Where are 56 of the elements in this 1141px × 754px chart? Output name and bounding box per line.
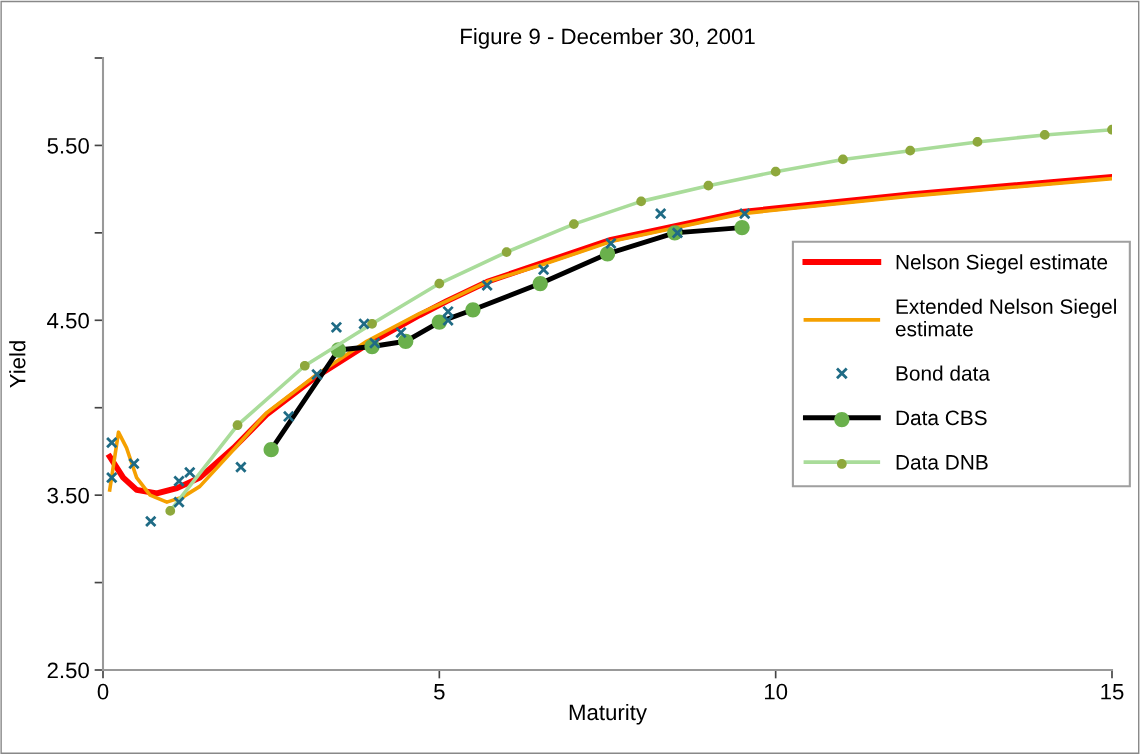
point <box>172 496 186 509</box>
point <box>972 137 983 147</box>
point <box>234 461 247 474</box>
point <box>263 442 279 458</box>
point <box>310 368 323 381</box>
point <box>368 336 381 350</box>
point <box>604 237 617 250</box>
point <box>165 506 176 516</box>
point <box>738 207 751 220</box>
point <box>144 515 157 528</box>
point <box>654 207 667 220</box>
legend-label: Extended Nelson Siegel estimate <box>895 298 1116 337</box>
point <box>183 466 196 479</box>
point <box>569 219 579 229</box>
point <box>394 326 408 339</box>
legend-label: Data DNB <box>896 455 988 470</box>
point <box>905 145 916 156</box>
point <box>1039 130 1050 140</box>
point <box>599 246 616 262</box>
x-tick-label: 10 <box>765 683 788 700</box>
point <box>357 317 371 330</box>
x-axis-title: Maturity <box>569 703 647 725</box>
legend-label: Nelson Siegel estimate <box>896 254 1108 274</box>
chart-title: Figure 9 - December 30, 2001 <box>461 28 755 49</box>
point <box>232 420 243 431</box>
point <box>770 166 781 177</box>
y-tick-label: 3.50 <box>47 487 89 504</box>
point <box>537 263 550 276</box>
point <box>330 321 343 334</box>
point <box>282 410 295 423</box>
point <box>105 436 118 449</box>
point <box>838 154 848 165</box>
point <box>532 275 548 292</box>
point <box>501 247 512 257</box>
y-tick-label: 5.50 <box>47 137 89 154</box>
point <box>398 333 414 349</box>
legend-label: Bond data <box>896 365 990 381</box>
point <box>703 180 714 191</box>
y-axis-title: Yield <box>9 341 26 388</box>
x-tick-label: 5 <box>434 684 445 700</box>
point <box>734 219 750 236</box>
y-tick-label: 2.50 <box>47 662 89 679</box>
y-tick-label: 4.50 <box>47 312 89 329</box>
x-tick-label: 15 <box>1101 684 1124 700</box>
point <box>636 196 646 207</box>
point <box>465 302 481 318</box>
legend-label: Data CBS <box>896 410 987 426</box>
point <box>367 318 377 329</box>
point <box>127 457 140 470</box>
x-tick-label: 0 <box>97 683 109 700</box>
point <box>481 279 494 292</box>
point <box>299 360 310 371</box>
point <box>105 471 118 484</box>
point <box>172 475 186 488</box>
point <box>671 226 684 239</box>
point <box>434 278 445 289</box>
